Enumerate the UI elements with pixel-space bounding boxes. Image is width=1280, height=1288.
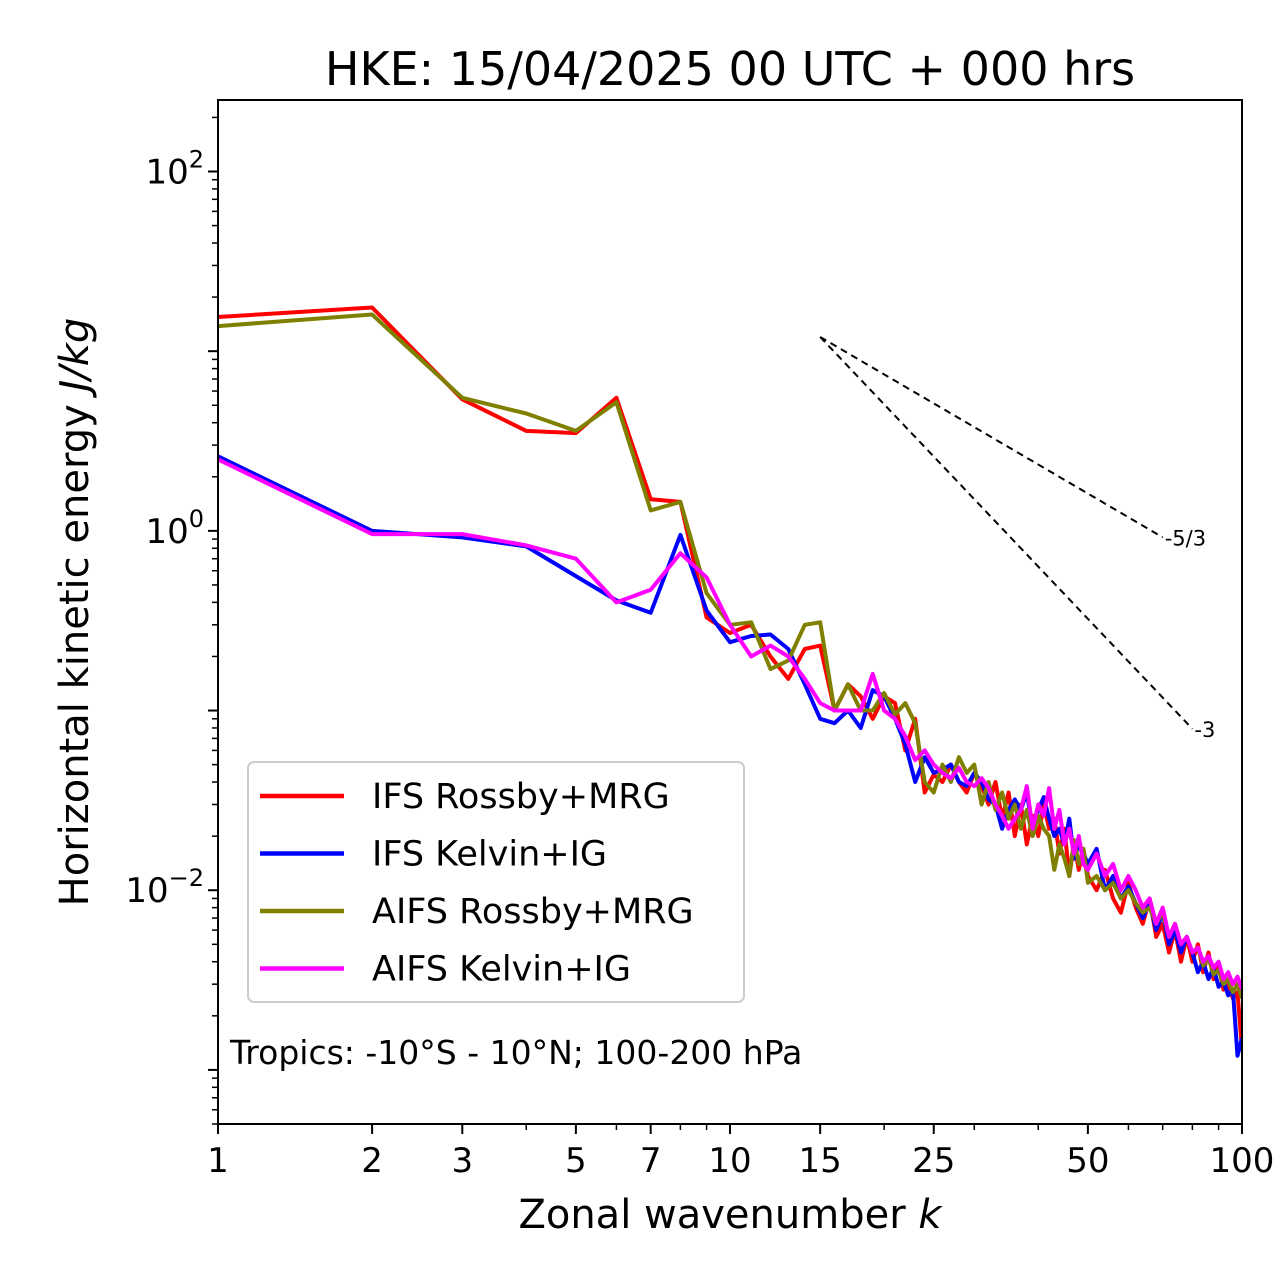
chart-title: HKE: 15/04/2025 00 UTC + 000 hrs <box>325 42 1135 96</box>
legend-box <box>247 761 745 1003</box>
y-tick-label: 10−2 <box>125 864 204 911</box>
slope-label-1: -5/3 <box>1165 526 1206 550</box>
x-tick-labels: 1 2 3 5 7 10 15 25 50 100 <box>207 1141 1274 1181</box>
region-annotation: Tropics: -10°S - 10°N; 100-200 hPa <box>229 1033 802 1072</box>
slope-label-2: -3 <box>1194 718 1215 742</box>
legend: IFS Rossby+MRG IFS Kelvin+IG AIFS Rossby+M… <box>247 761 745 1003</box>
x-tick-label: 25 <box>912 1141 955 1181</box>
y-tick-labels: 102 100 10−2 <box>125 146 204 912</box>
series-layer <box>218 305 1242 1058</box>
legend-label-1: IFS Rossby+MRG <box>372 777 670 817</box>
legend-label-2: IFS Kelvin+IG <box>372 835 607 875</box>
slope-line-2 <box>819 336 1194 730</box>
x-tick-label: 100 <box>1210 1141 1275 1181</box>
x-tick-label: 2 <box>361 1141 383 1181</box>
y-tick-label: 100 <box>145 505 204 552</box>
legend-entries: IFS Rossby+MRG IFS Kelvin+IG AIFS Rossby+M… <box>260 777 694 990</box>
x-tick-label: 50 <box>1066 1141 1109 1181</box>
y-tick-label: 102 <box>145 146 204 193</box>
x-tick-label: 3 <box>451 1141 473 1181</box>
axis-ticks <box>208 116 1243 1134</box>
x-tick-label: 15 <box>799 1141 842 1181</box>
y-axis-label: Horizontal kinetic energy J/kg <box>52 318 98 907</box>
slope-reference-lines: -5/3 -3 <box>819 336 1215 742</box>
series-line-4 <box>218 457 1242 991</box>
x-axis-label: Zonal wavenumber k <box>518 1192 943 1238</box>
legend-label-4: AIFS Kelvin+IG <box>372 950 631 990</box>
x-tick-label: 7 <box>640 1141 662 1181</box>
x-tick-label: 1 <box>207 1141 229 1181</box>
legend-label-3: AIFS Rossby+MRG <box>372 892 694 932</box>
slope-line-1 <box>819 336 1164 539</box>
x-tick-label: 10 <box>708 1141 751 1181</box>
x-tick-label: 5 <box>565 1141 587 1181</box>
